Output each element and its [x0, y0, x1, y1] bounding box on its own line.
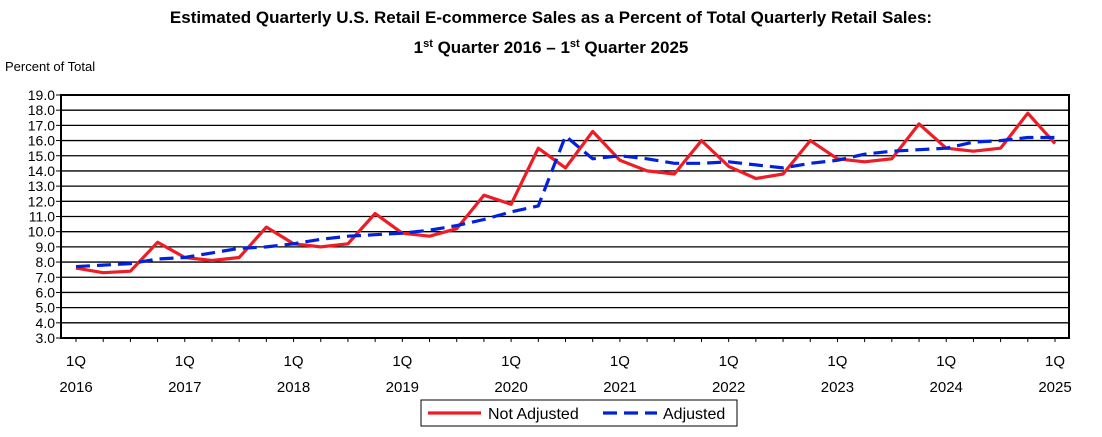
x-tick-label-quarter: 1Q [1045, 353, 1065, 370]
y-tick-label: 10.0 [28, 224, 55, 240]
chart-title-line-2: 1st Quarter 2016 – 1st Quarter 2025 [413, 38, 689, 57]
y-tick-label: 18.0 [28, 102, 55, 118]
x-tick-label-quarter: 1Q [827, 353, 847, 370]
y-tick-label: 16.0 [28, 133, 55, 149]
x-tick-label-year: 2022 [712, 379, 745, 396]
chart-title-line-1: Estimated Quarterly U.S. Retail E-commer… [169, 8, 933, 27]
x-tick-label-year: 2018 [277, 379, 310, 396]
y-tick-label: 15.0 [28, 148, 55, 164]
x-tick-label-quarter: 1Q [175, 353, 195, 370]
y-tick-label: 6.0 [36, 284, 56, 300]
y-tick-label: 19.0 [28, 87, 55, 103]
y-tick-label: 3.0 [36, 330, 56, 346]
x-tick-label-year: 2017 [168, 379, 201, 396]
y-tick-label: 17.0 [28, 117, 55, 133]
legend-label-adjusted: Adjusted [663, 406, 725, 423]
x-tick-label-year: 2021 [603, 379, 636, 396]
x-tick-label-year: 2019 [386, 379, 419, 396]
y-tick-label: 8.0 [36, 254, 56, 270]
x-tick-label-year: 2020 [494, 379, 527, 396]
x-tick-label-quarter: 1Q [719, 353, 739, 370]
not-adjusted-line [75, 111, 1057, 275]
x-tick-label-quarter: 1Q [610, 353, 630, 370]
x-tick-label-year: 2023 [821, 379, 854, 396]
x-tick-label-year: 2024 [930, 379, 963, 396]
y-tick-label: 7.0 [36, 269, 56, 285]
y-tick-label: 5.0 [36, 300, 56, 316]
y-tick-label: 4.0 [36, 315, 56, 331]
y-tick-label: 14.0 [28, 163, 55, 179]
x-tick-label-quarter: 1Q [501, 353, 521, 370]
x-tick-label-quarter: 1Q [936, 353, 956, 370]
x-tick-label-quarter: 1Q [66, 353, 86, 370]
x-tick-label-quarter: 1Q [392, 353, 412, 370]
x-tick-label-quarter: 1Q [284, 353, 304, 370]
x-tick-label-year: 2025 [1038, 379, 1071, 396]
x-tick-label-year: 2016 [59, 379, 92, 396]
y-tick-label: 9.0 [36, 239, 56, 255]
legend-label-not-adjusted: Not Adjusted [488, 406, 579, 423]
y-tick-label: 13.0 [28, 178, 55, 194]
y-axis-label: Percent of Total [5, 59, 96, 74]
y-tick-label: 12.0 [28, 193, 55, 209]
y-tick-label: 11.0 [29, 209, 55, 225]
